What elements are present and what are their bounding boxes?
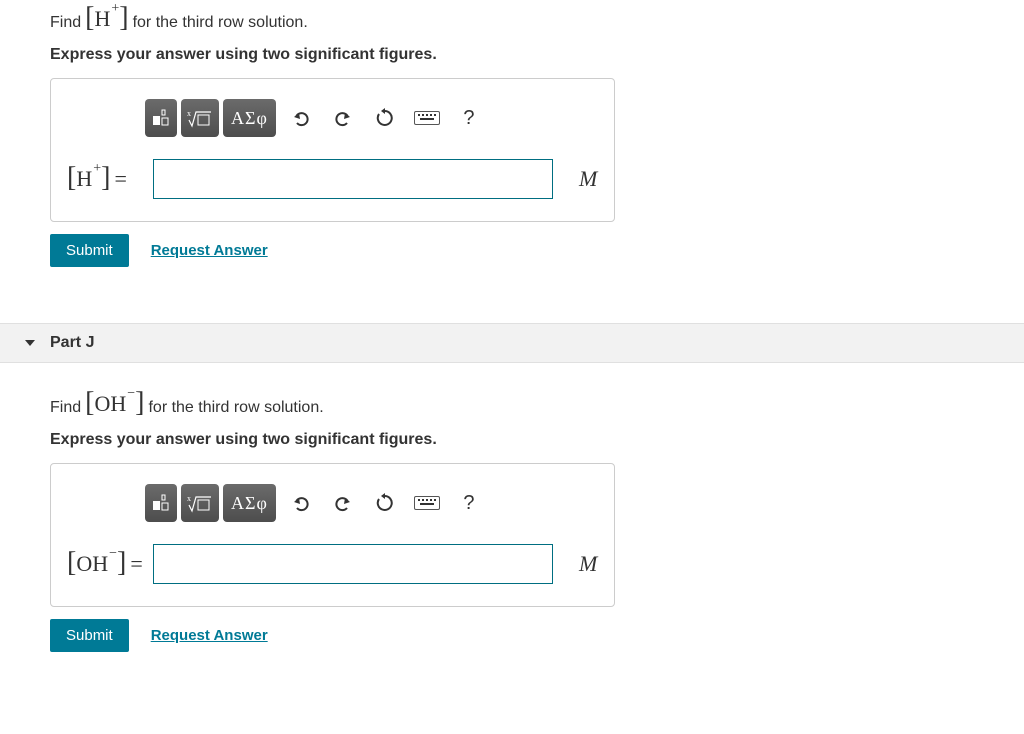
prompt-text: Find [ H+ ] for the third row solution. [50,8,974,32]
redo-button[interactable] [322,99,364,137]
answer-label: [ H+ ] = [63,166,145,192]
action-row: Submit Request Answer [50,619,974,652]
prompt-text: Find [ OH− ] for the third row solution. [50,393,974,417]
undo-button[interactable] [280,99,322,137]
radical-button[interactable]: x [181,99,219,137]
prompt-suffix: for the third row solution. [148,399,323,417]
submit-button[interactable]: Submit [50,234,129,267]
undo-button[interactable] [280,484,322,522]
instruction-text: Express your answer using two significan… [50,46,974,64]
answer-input[interactable] [153,544,553,584]
keyboard-button[interactable] [406,484,448,522]
request-answer-link[interactable]: Request Answer [151,627,268,644]
instruction-text: Express your answer using two significan… [50,431,974,449]
redo-button[interactable] [322,484,364,522]
prompt-prefix: Find [50,14,81,32]
help-button[interactable]: ? [448,484,490,522]
keyboard-icon [414,496,440,510]
toolbar: x ΑΣφ ? [145,99,602,137]
keyboard-button[interactable] [406,99,448,137]
reset-button[interactable] [364,99,406,137]
svg-text:x: x [187,494,191,503]
chevron-down-icon [24,337,36,349]
answer-row: [ OH− ] = M [63,544,602,584]
part-j-header[interactable]: Part J [0,323,1024,363]
ion-expression: [ H+ ] [85,8,128,30]
unit-label: M [579,551,597,577]
part-title: Part J [50,334,94,352]
reset-button[interactable] [364,484,406,522]
part-i-section: Find [ H+ ] for the third row solution. … [0,0,1024,283]
prompt-suffix: for the third row solution. [133,14,308,32]
prompt-prefix: Find [50,399,81,417]
part-j-section: Find [ OH− ] for the third row solution.… [0,385,1024,668]
action-row: Submit Request Answer [50,234,974,267]
toolbar: x ΑΣφ ? [145,484,602,522]
answer-row: [ H+ ] = M [63,159,602,199]
submit-button[interactable]: Submit [50,619,129,652]
svg-text:x: x [187,109,191,118]
request-answer-link[interactable]: Request Answer [151,242,268,259]
answer-label: [ OH− ] = [63,551,145,577]
ion-expression: [ OH− ] [85,393,144,415]
greek-button[interactable]: ΑΣφ [223,99,276,137]
answer-panel: x ΑΣφ ? [50,78,615,222]
greek-button[interactable]: ΑΣφ [223,484,276,522]
help-button[interactable]: ? [448,99,490,137]
template-button[interactable] [145,99,177,137]
answer-panel: x ΑΣφ ? [50,463,615,607]
unit-label: M [579,166,597,192]
keyboard-icon [414,111,440,125]
template-button[interactable] [145,484,177,522]
radical-button[interactable]: x [181,484,219,522]
answer-input[interactable] [153,159,553,199]
